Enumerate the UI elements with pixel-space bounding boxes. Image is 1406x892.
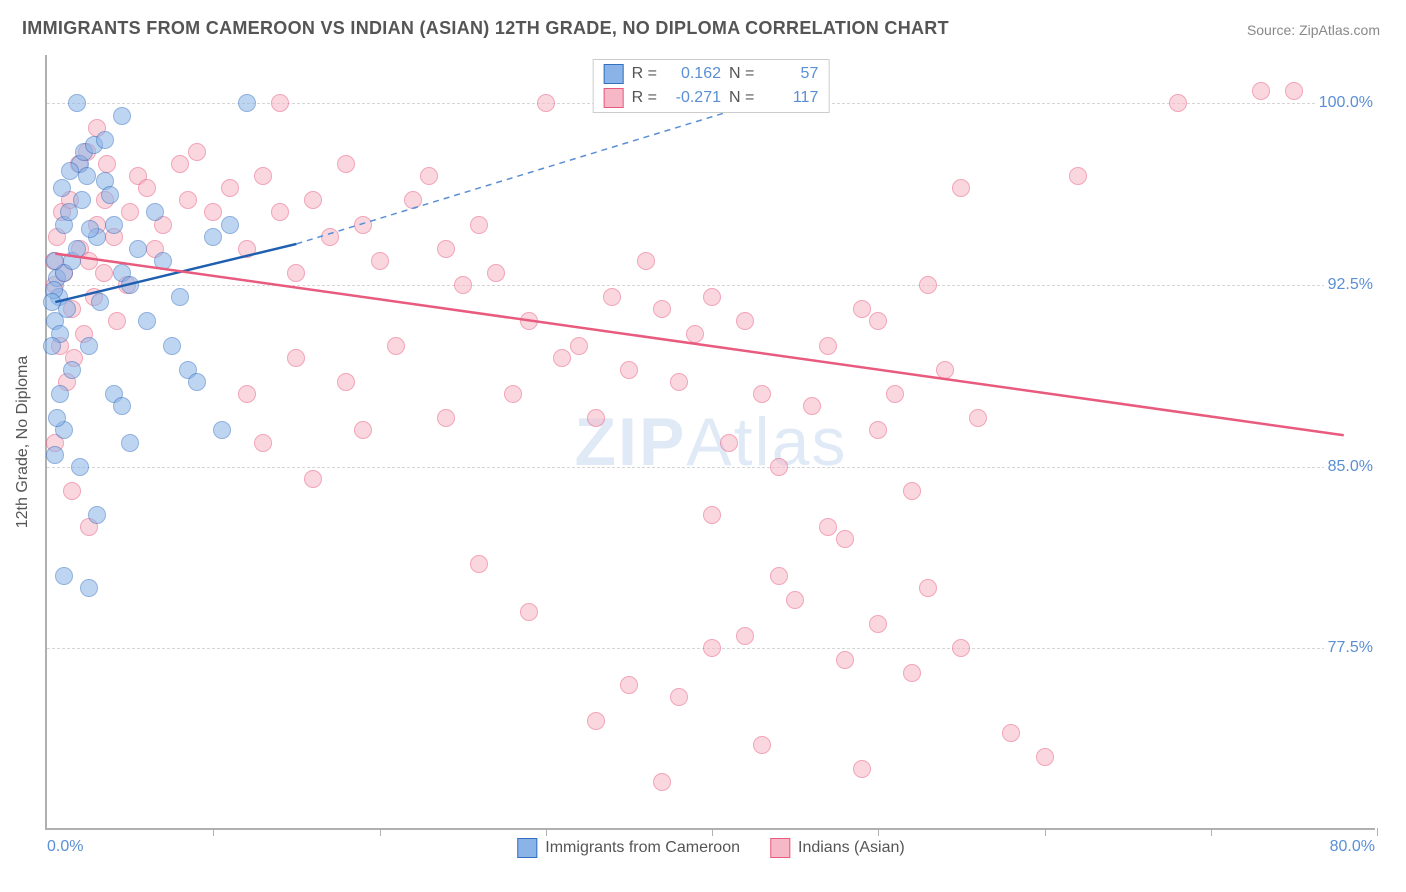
trend-line-pink (55, 254, 1343, 436)
stat-row-blue: R = 0.162 N = 57 (594, 62, 829, 86)
legend-item-blue: Immigrants from Cameroon (517, 838, 740, 858)
x-tick (380, 828, 381, 836)
swatch-blue-icon (517, 838, 537, 858)
swatch-pink-icon (770, 838, 790, 858)
r-value: 0.162 (665, 65, 721, 83)
stat-legend: R = 0.162 N = 57 R = -0.271 N = 117 (593, 59, 830, 113)
x-tick (213, 828, 214, 836)
n-value: 57 (762, 65, 818, 83)
legend-label: Indians (Asian) (798, 839, 905, 857)
swatch-blue-icon (604, 64, 624, 84)
trend-line-blue (55, 244, 296, 302)
chart-container: IMMIGRANTS FROM CAMEROON VS INDIAN (ASIA… (0, 0, 1406, 892)
chart-title: IMMIGRANTS FROM CAMEROON VS INDIAN (ASIA… (22, 18, 949, 39)
x-tick (546, 828, 547, 836)
n-label: N = (729, 65, 754, 83)
swatch-pink-icon (604, 88, 624, 108)
r-label: R = (632, 89, 657, 107)
stat-row-pink: R = -0.271 N = 117 (594, 86, 829, 110)
x-tick (1211, 828, 1212, 836)
x-tick (1045, 828, 1046, 836)
r-value: -0.271 (665, 89, 721, 107)
legend-item-pink: Indians (Asian) (770, 838, 905, 858)
trend-lines-svg (47, 55, 1375, 828)
x-tick (1377, 828, 1378, 836)
r-label: R = (632, 65, 657, 83)
n-value: 117 (762, 89, 818, 107)
n-label: N = (729, 89, 754, 107)
plot-area: 12th Grade, No Diploma ZIPAtlas 77.5%85.… (45, 55, 1375, 830)
source-label: Source: ZipAtlas.com (1247, 22, 1380, 38)
legend-label: Immigrants from Cameroon (545, 839, 740, 857)
x-axis-min-label: 0.0% (47, 838, 83, 856)
trend-line-blue-extrapolated (296, 91, 795, 244)
x-tick (712, 828, 713, 836)
x-axis-max-label: 80.0% (1330, 838, 1375, 856)
bottom-legend: Immigrants from Cameroon Indians (Asian) (517, 838, 904, 858)
x-tick (878, 828, 879, 836)
y-axis-title: 12th Grade, No Diploma (14, 355, 32, 528)
